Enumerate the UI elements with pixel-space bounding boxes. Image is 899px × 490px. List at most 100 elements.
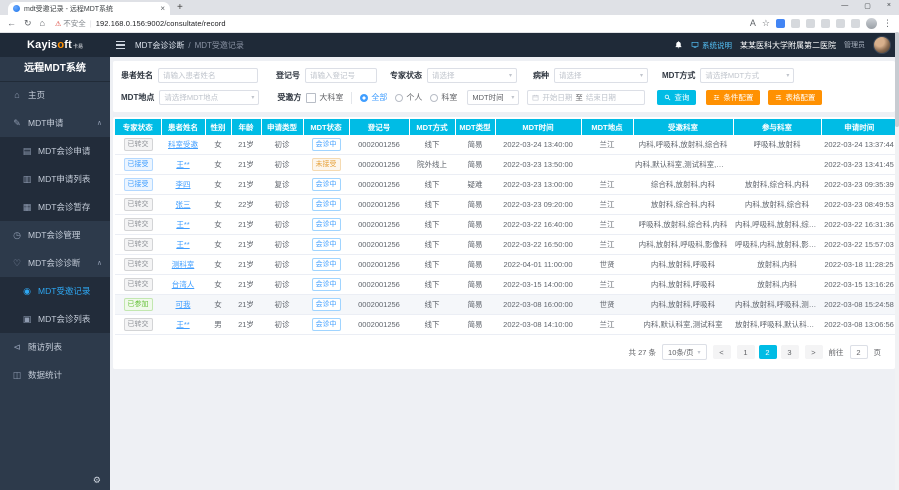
address-bar[interactable]: ⚠ 不安全 | 192.168.0.156:9002/consultate/re… xyxy=(55,18,742,29)
mdt-time-select[interactable]: MDT时间 ▾ xyxy=(467,90,520,105)
page-number-button[interactable]: 3 xyxy=(780,345,799,359)
system-help-link[interactable]: 系统说明 xyxy=(691,40,732,51)
cell-mdt-place: 兰江 xyxy=(581,314,633,335)
filter-panel: 患者姓名 请输入患者姓名 登记号 请输入登记号 专家状态 请选择 ▾ 病种 请选择… xyxy=(113,61,895,112)
extension-icon[interactable] xyxy=(836,19,845,28)
sidebar-item-label: MDT会诊暂存 xyxy=(38,202,91,212)
cell-sex: 女 xyxy=(205,274,231,295)
patient-name-link[interactable]: 王** xyxy=(176,160,190,169)
settings-gear-icon[interactable]: ⚙ xyxy=(92,475,101,485)
prev-page-button[interactable]: < xyxy=(712,345,731,359)
patient-name-link[interactable]: 王** xyxy=(176,240,190,249)
reg-no-input[interactable]: 请输入登记号 xyxy=(305,68,377,83)
search-button[interactable]: 查询 xyxy=(657,90,697,105)
patient-name-link[interactable]: 王** xyxy=(176,220,190,229)
sidebar-item[interactable]: ◷ MDT会诊管理 xyxy=(0,221,110,249)
window-minimize-button[interactable]: — xyxy=(841,2,849,9)
browser-menu-icon[interactable]: ⋮ xyxy=(883,18,892,28)
extension-icon[interactable] xyxy=(806,19,815,28)
chevron-down-icon: ▾ xyxy=(251,95,255,101)
follow-up-icon: ⊲ xyxy=(13,341,21,352)
sliders-icon xyxy=(714,95,720,100)
back-icon[interactable]: ← xyxy=(7,18,16,28)
extension-icon[interactable] xyxy=(776,19,785,28)
mdt-place-select[interactable]: 请选择MDT地点 ▾ xyxy=(159,90,260,105)
cell-age: 21岁 xyxy=(231,214,261,235)
bell-icon[interactable] xyxy=(674,36,683,54)
tab-title: mdt受邀记录 - 远程MDT系统 xyxy=(24,5,114,13)
cell-sex: 男 xyxy=(205,314,231,335)
sidebar-item[interactable]: ✎ MDT申请 ∧ xyxy=(0,109,110,137)
cell-mdt-mode: 线下 xyxy=(409,234,455,255)
date-range-picker[interactable]: 开始日期 至 结束日期 xyxy=(527,90,646,105)
expert-status-badge: 已转交 xyxy=(123,218,153,231)
column-header: MDT状态 xyxy=(303,119,350,135)
mdt-mode-select[interactable]: 请选择MDT方式 ▾ xyxy=(700,68,795,83)
cell-joined-depts: 内科,呼吸科,放射科,综合科 xyxy=(733,214,821,235)
patient-name-link[interactable]: 科室受邀 xyxy=(168,140,198,149)
sidebar-item[interactable]: ▦ MDT会诊暂存 xyxy=(0,193,110,221)
breadcrumb-parent: MDT会诊诊断 xyxy=(135,40,185,50)
extension-icon[interactable] xyxy=(851,19,860,28)
translate-icon[interactable]: A xyxy=(749,18,756,28)
patient-name-link[interactable]: 测科室 xyxy=(171,260,195,269)
page-number-button[interactable]: 2 xyxy=(758,345,777,359)
radio-all[interactable]: 全部 xyxy=(360,92,387,103)
sidebar-item[interactable]: ♡ MDT会诊诊断 ∧ xyxy=(0,249,110,277)
next-page-button[interactable]: > xyxy=(804,345,823,359)
patient-name-link[interactable]: 张三 xyxy=(175,200,191,209)
disease-select[interactable]: 请选择 ▾ xyxy=(554,68,648,83)
sliders-icon xyxy=(776,95,782,100)
tab-close-icon[interactable]: × xyxy=(160,3,165,13)
sidebar-item[interactable]: ◫ 数据统计 xyxy=(0,361,110,389)
scrollbar-thumb[interactable] xyxy=(895,32,899,127)
window-close-button[interactable]: × xyxy=(886,2,891,9)
patient-name-link[interactable]: 可我 xyxy=(175,300,191,309)
cell-mdt-mode: 线下 xyxy=(409,274,455,295)
sidebar-item[interactable]: ◉ MDT受邀记录 xyxy=(0,277,110,305)
sidebar-item-label: MDT申请列表 xyxy=(38,174,91,184)
radio-dept[interactable]: 科室 xyxy=(430,92,457,103)
sidebar-item[interactable]: ▥ MDT申请列表 xyxy=(0,165,110,193)
expert-status-select[interactable]: 请选择 ▾ xyxy=(427,68,517,83)
user-avatar[interactable] xyxy=(873,36,891,54)
new-tab-button[interactable]: + xyxy=(177,2,183,13)
condition-config-button[interactable]: 条件配置 xyxy=(706,90,761,105)
patient-name-link[interactable]: 台湾人 xyxy=(171,280,195,289)
records-table: 专家状态 患者姓名 性别 年龄 申请类型 MDT状态 登记号 MDT方式 MDT类型 MDT时间 M… xyxy=(115,119,897,335)
page-scrollbar[interactable] xyxy=(895,32,899,490)
patient-name-input[interactable]: 请输入患者姓名 xyxy=(158,68,258,83)
cell-expert-status: 已转交 xyxy=(115,214,161,235)
extension-icon[interactable] xyxy=(821,19,830,28)
page-number-button[interactable]: 1 xyxy=(736,345,755,359)
cell-reg-no: 0002001256 xyxy=(349,234,409,255)
radio-icon xyxy=(430,93,439,102)
patient-name-link[interactable]: 王** xyxy=(176,320,190,329)
menu-fold-icon[interactable] xyxy=(116,41,125,49)
cell-req-type: 初诊 xyxy=(261,274,303,295)
url-text[interactable]: 192.168.0.156:9002/consultate/record xyxy=(95,19,226,28)
extension-icon[interactable] xyxy=(791,19,800,28)
sidebar-item[interactable]: ▣ MDT会诊列表 xyxy=(0,305,110,333)
security-indicator[interactable]: ⚠ 不安全 xyxy=(55,18,86,29)
jump-page-input[interactable]: 2 xyxy=(849,345,868,359)
dept-group-checkbox[interactable]: 大科室 xyxy=(306,92,343,103)
cell-apply-time: 2022-03-23 09:35:39 xyxy=(821,174,897,195)
cell-joined-depts: 内科,放射科,综合科 xyxy=(733,194,821,215)
sidebar-item[interactable]: ⌂ 主页 xyxy=(0,81,110,109)
reload-icon[interactable]: ↻ xyxy=(24,18,32,28)
window-maximize-button[interactable]: ▢ xyxy=(864,3,871,10)
browser-profile-avatar[interactable] xyxy=(866,18,877,29)
patient-name-link[interactable]: 李四 xyxy=(175,180,191,189)
table-config-button[interactable]: 表格配置 xyxy=(768,90,823,105)
sidebar-item[interactable]: ⊲ 随访列表 xyxy=(0,333,110,361)
cell-mdt-time: 2022-03-08 14:10:00 xyxy=(495,314,581,335)
cell-invited-depts: 内科,默认科室,测试科室 xyxy=(633,314,733,335)
page-size-select[interactable]: 10条/页 ▾ xyxy=(662,344,707,360)
home-icon[interactable]: ⌂ xyxy=(39,18,45,28)
radio-personal[interactable]: 个人 xyxy=(395,92,422,103)
sidebar-item[interactable]: ▤ MDT会诊申请 xyxy=(0,137,110,165)
bookmark-star-icon[interactable]: ☆ xyxy=(761,18,770,28)
browser-tab[interactable]: mdt受邀记录 - 远程MDT系统 × xyxy=(8,2,170,15)
